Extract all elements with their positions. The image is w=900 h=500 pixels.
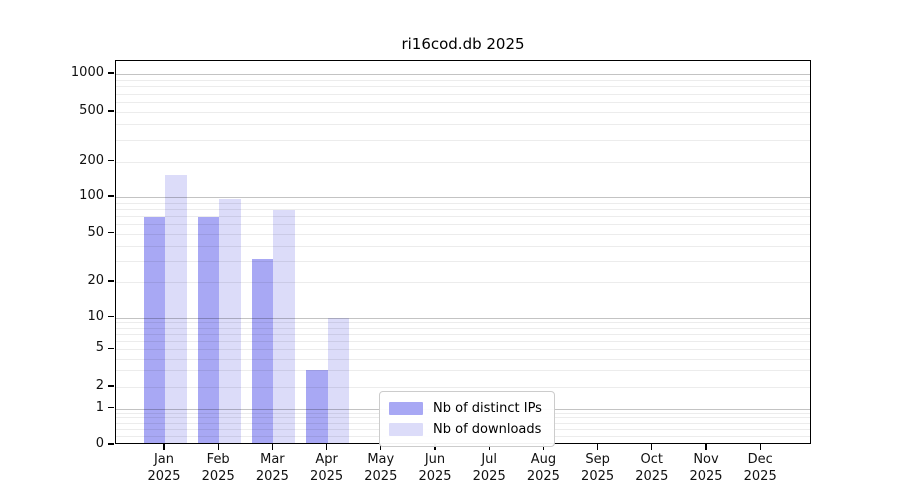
gridline-5	[116, 349, 810, 351]
gridline-10	[116, 317, 810, 319]
gridline-200	[116, 161, 810, 163]
x-tick-mark-oct	[651, 444, 653, 450]
gridline-40	[116, 245, 810, 247]
gridline-4	[116, 358, 810, 360]
x-tick-label-may: May 2025	[364, 452, 398, 484]
chart-title: ri16cod.db 2025	[401, 35, 525, 53]
gridline-30	[116, 260, 810, 262]
x-tick-mark-jul	[488, 444, 490, 450]
y-tick-label-100: 100	[79, 188, 104, 203]
x-tick-label-sep: Sep 2025	[581, 452, 615, 484]
y-tick-label-0: 0	[95, 436, 104, 451]
gridline-90	[116, 202, 810, 204]
gridline-7	[116, 333, 810, 335]
legend-label-downloads: Nb of downloads	[433, 422, 542, 437]
legend-swatch-downloads-icon	[389, 423, 423, 436]
gridline-600	[116, 102, 810, 103]
legend-swatch-distinct-ips-icon	[389, 402, 423, 415]
x-tick-mark-feb	[217, 444, 219, 450]
gridline-1000	[116, 74, 810, 75]
y-tick-label-5: 5	[95, 340, 104, 356]
y-tick-mark-10	[108, 315, 114, 318]
legend-label-distinct-ips: Nb of distinct IPs	[433, 401, 542, 416]
legend-item-distinct-ips: Nb of distinct IPs	[389, 398, 542, 419]
y-tick-mark-50	[108, 232, 114, 234]
x-tick-mark-sep	[596, 444, 599, 450]
gridline-800	[116, 86, 810, 88]
legend: Nb of distinct IPs Nb of downloads	[379, 391, 555, 447]
y-tick-mark-1	[108, 406, 114, 409]
x-tick-mark-aug	[542, 444, 545, 450]
x-tick-mark-may	[380, 444, 382, 450]
x-tick-mark-apr	[325, 444, 328, 450]
gridline-8	[116, 327, 810, 329]
y-tick-label-10: 10	[87, 308, 104, 324]
y-tick-mark-0	[108, 443, 114, 445]
y-tick-mark-1000	[108, 72, 114, 74]
gridline-80	[116, 208, 810, 210]
gridline-400	[116, 124, 810, 126]
x-tick-label-jun: Jun 2025	[418, 452, 452, 484]
bar-mar-downloads	[273, 210, 295, 444]
y-tick-label-1: 1	[95, 399, 104, 415]
gridline-20	[116, 282, 810, 283]
gridline-3	[116, 370, 810, 372]
x-tick-label-dec: Dec 2025	[743, 452, 777, 484]
y-tick-mark-200	[108, 160, 114, 162]
y-tick-mark-5	[108, 347, 114, 349]
gridline-50	[116, 233, 810, 235]
x-tick-mark-mar	[271, 444, 274, 450]
x-tick-mark-jan	[163, 444, 165, 450]
gridline-900	[116, 79, 810, 81]
gridline-100	[116, 197, 810, 198]
y-tick-label-200: 200	[79, 152, 104, 168]
y-tick-label-20: 20	[87, 273, 104, 288]
x-tick-label-nov: Nov 2025	[689, 452, 723, 484]
x-tick-mark-dec	[759, 444, 761, 450]
bar-mar-distinct-ips	[251, 258, 274, 444]
y-tick-mark-100	[108, 195, 114, 197]
plot-area	[115, 60, 811, 444]
y-tick-mark-500	[108, 110, 114, 112]
bar-apr-downloads	[327, 317, 350, 444]
bar-feb-downloads	[219, 198, 241, 444]
y-tick-label-1000: 1000	[70, 65, 104, 80]
gridline-2	[116, 387, 810, 388]
x-tick-label-mar: Mar 2025	[255, 452, 289, 484]
gridline-500	[116, 112, 810, 113]
x-tick-label-jul: Jul 2025	[472, 452, 506, 484]
x-tick-mark-nov	[705, 444, 707, 450]
y-tick-mark-20	[108, 280, 114, 282]
y-tick-mark-2	[108, 385, 114, 387]
gridline-700	[116, 93, 810, 95]
x-tick-label-apr: Apr 2025	[310, 452, 344, 484]
x-tick-label-oct: Oct 2025	[635, 452, 669, 484]
x-tick-label-jan: Jan 2025	[147, 452, 181, 484]
x-tick-label-aug: Aug 2025	[526, 452, 560, 484]
x-tick-mark-jun	[434, 444, 436, 450]
y-tick-label-2: 2	[95, 378, 104, 393]
y-tick-label-500: 500	[79, 103, 104, 118]
gridline-6	[116, 340, 810, 342]
gridline-70	[116, 215, 810, 217]
gridline-9	[116, 322, 810, 324]
bar-feb-distinct-ips	[197, 217, 220, 444]
gridline-300	[116, 139, 810, 141]
y-tick-label-50: 50	[87, 224, 104, 240]
x-tick-label-feb: Feb 2025	[201, 452, 235, 484]
bar-jan-downloads	[165, 174, 187, 444]
bar-jan-distinct-ips	[143, 217, 165, 444]
bar-apr-distinct-ips	[306, 370, 328, 444]
legend-item-downloads: Nb of downloads	[389, 419, 542, 440]
gridline-60	[116, 224, 810, 225]
